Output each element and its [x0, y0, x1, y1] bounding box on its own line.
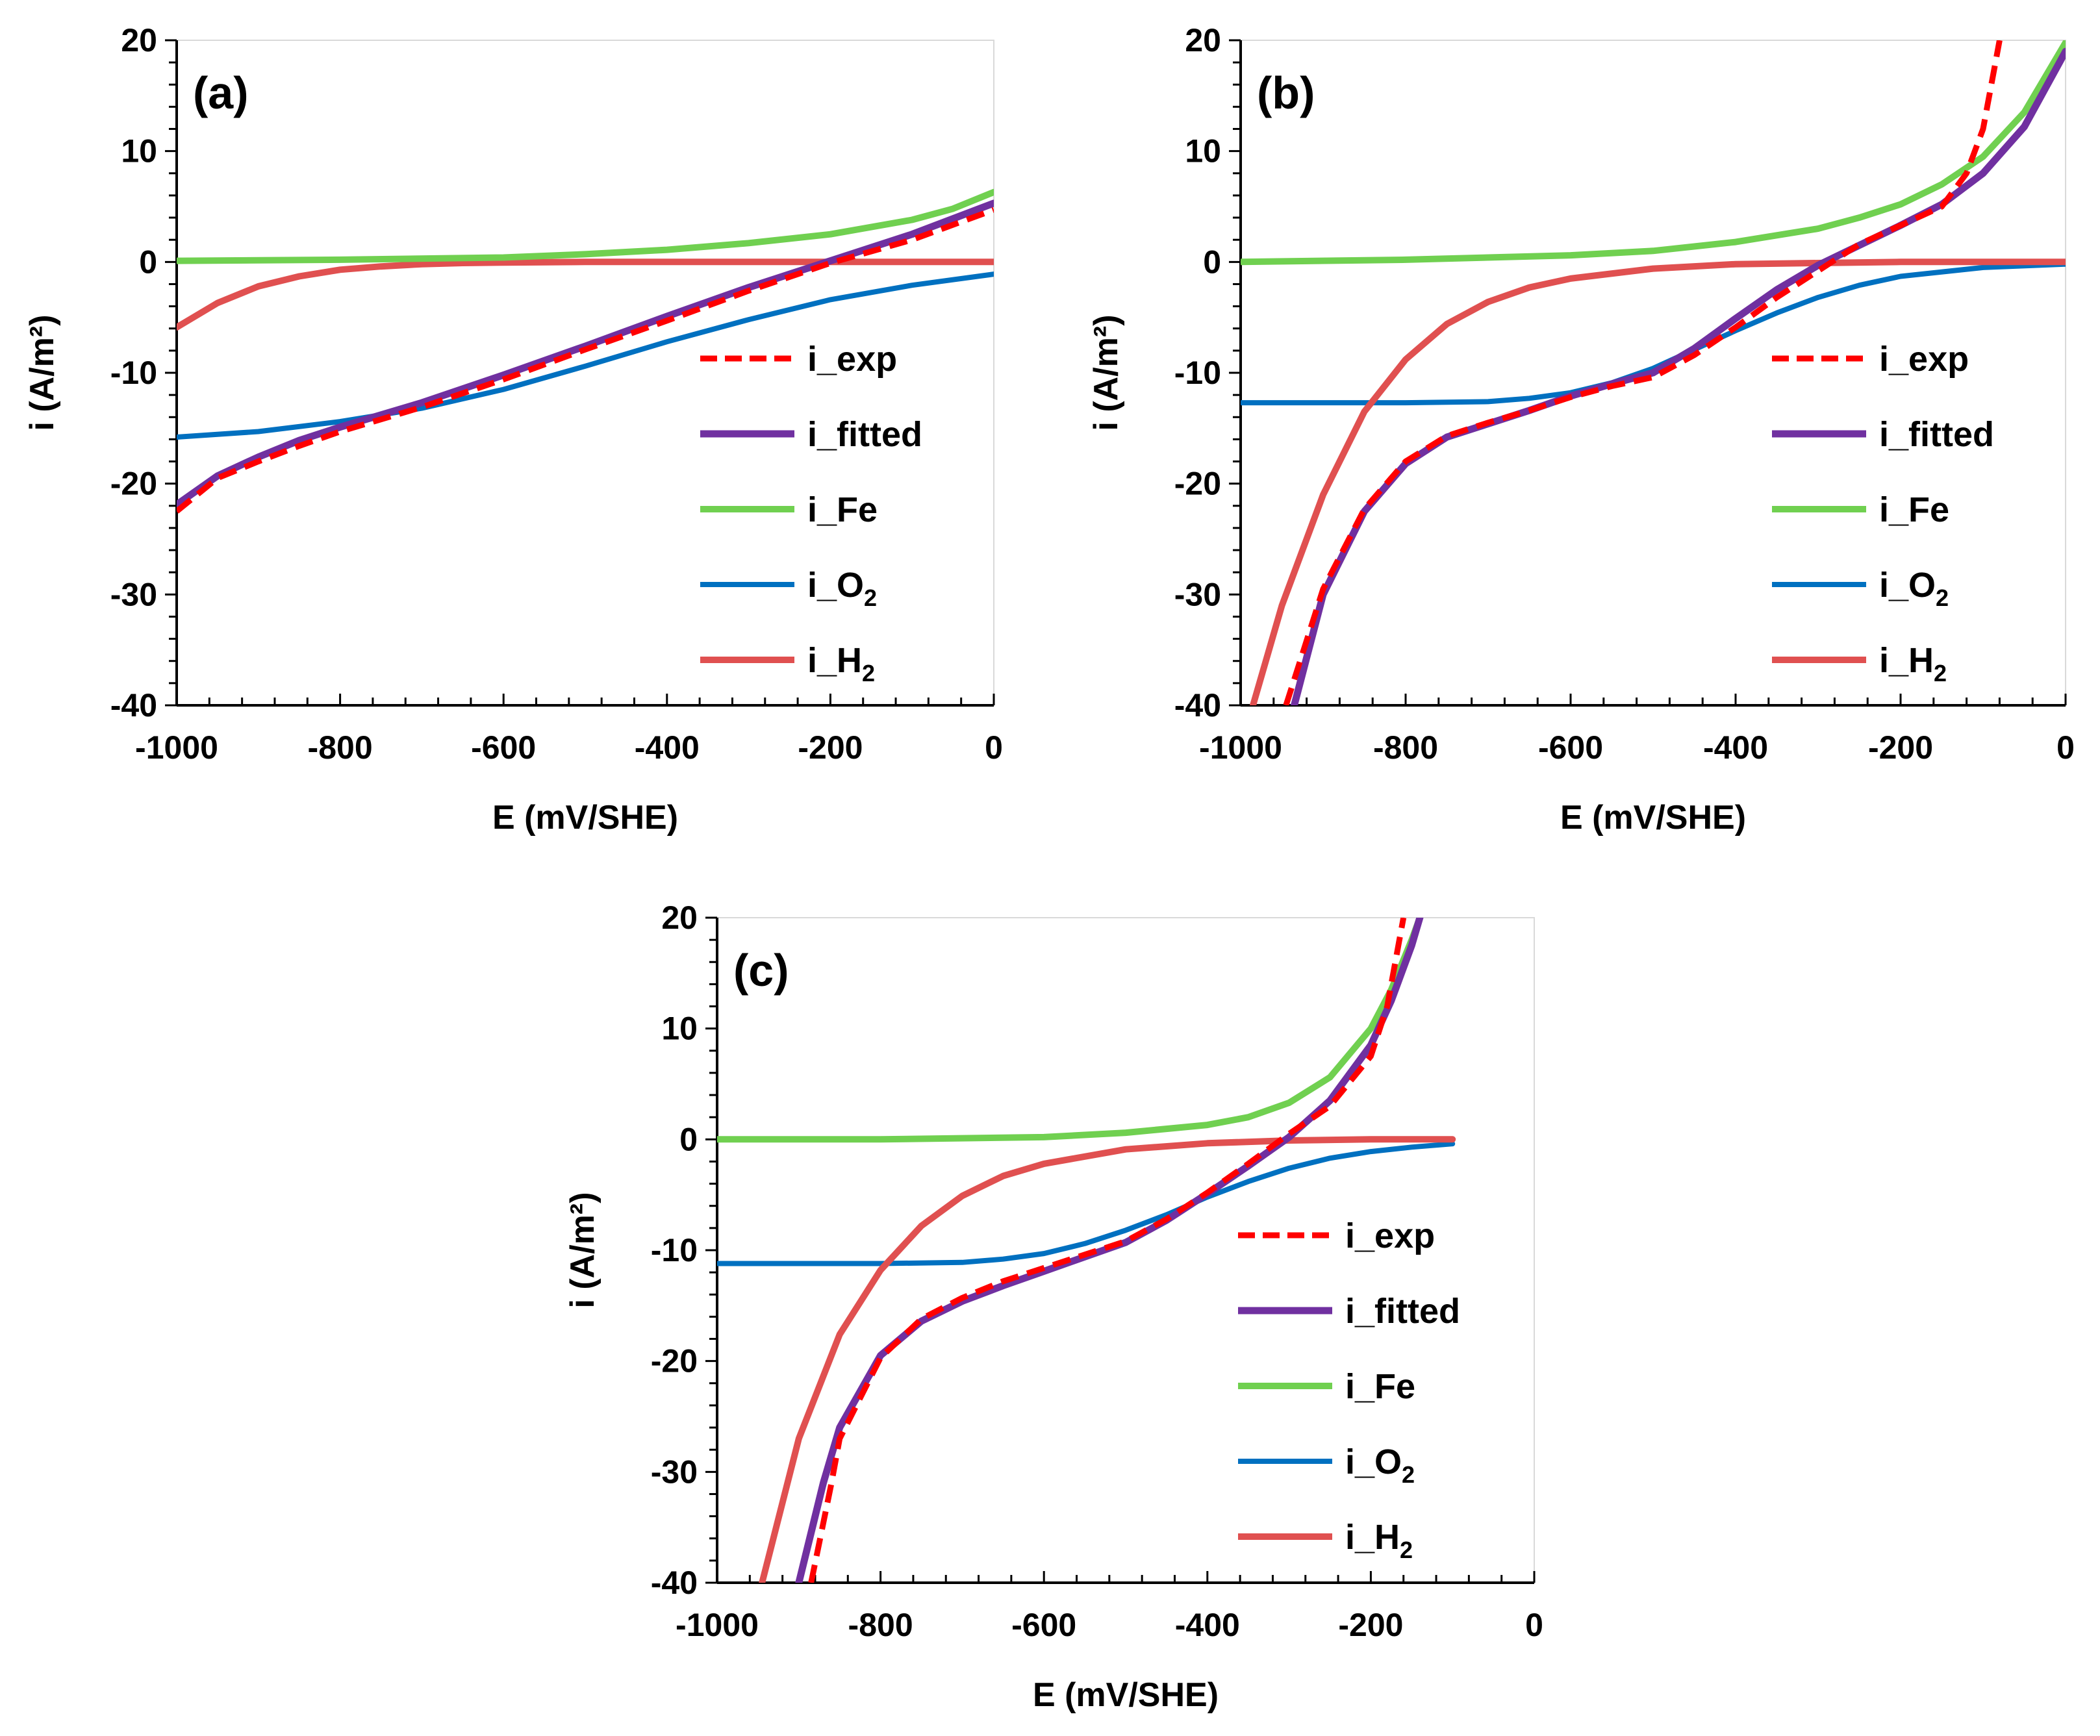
legend-label: i_exp: [807, 340, 897, 379]
panel-label: (a): [193, 68, 249, 118]
y-tick-label: -30: [1174, 576, 1221, 612]
legend-subscript: 2: [1402, 1461, 1415, 1488]
y-tick-label: -40: [1174, 687, 1221, 723]
x-tick-label: 0: [2056, 729, 2075, 766]
legend-label: i_exp: [1879, 340, 1969, 379]
y-axis: 20 10 0 -10 -20 -30 -40: [1174, 22, 1242, 723]
series-line-i-h2: [759, 1136, 1456, 1583]
x-axis-title: E (mV/SHE): [492, 799, 678, 837]
series-group: [177, 188, 994, 514]
y-tick-label: 10: [1185, 133, 1221, 170]
legend-label: i_O2: [1879, 566, 1949, 611]
x-axis-title: E (mV/SHE): [1560, 799, 1746, 837]
y-tick-label: 10: [661, 1011, 698, 1047]
x-axis: -1000 -800 -600 -400 -200 0: [135, 694, 1003, 766]
legend-subscript: 2: [1934, 660, 1947, 686]
series-group: [1241, 40, 2066, 705]
legend-label: i_fitted: [1879, 415, 1994, 454]
y-tick-label: -40: [110, 687, 157, 723]
x-tick-label: -400: [635, 729, 700, 766]
series-line-i-exp: [808, 918, 1407, 1583]
y-tick-label: -20: [651, 1343, 698, 1379]
y-tick-label: 0: [139, 244, 157, 280]
x-tick-label: -800: [848, 1607, 913, 1643]
panel-c: 20 10 0 -10 -20 -30 -40 -1000 -800 -600 -400 -200 0 E…: [564, 899, 1543, 1714]
legend-label: i_H2: [1345, 1518, 1413, 1563]
y-tick-label: 10: [121, 133, 157, 170]
legend-subscript: 2: [1400, 1537, 1413, 1563]
series-line-i-h2: [177, 258, 994, 331]
legend-label: i_Fe: [807, 490, 878, 529]
y-axis-title: i (A/m²): [1087, 314, 1125, 431]
y-tick-label: 20: [1185, 22, 1221, 58]
legend-label: i_exp: [1345, 1216, 1435, 1255]
x-axis-title: E (mV/SHE): [1033, 1676, 1219, 1714]
legend-subscript: 2: [1936, 585, 1949, 611]
x-tick-label: -400: [1175, 1607, 1240, 1643]
y-tick-label: -20: [110, 466, 157, 502]
y-tick-label: 0: [1203, 244, 1221, 280]
legend-label: i_fitted: [807, 415, 922, 454]
y-axis-title: i (A/m²): [23, 314, 61, 431]
series-group: [717, 918, 1456, 1583]
legend-subscript: 2: [862, 660, 875, 686]
x-tick-label: -1000: [135, 729, 218, 766]
y-axis: 20 10 0 -10 -20 -30 -40: [651, 899, 718, 1601]
x-tick-label: -1000: [1199, 729, 1282, 766]
series-line-i-fe: [717, 918, 1423, 1143]
series-line-i-exp: [1283, 40, 2003, 705]
x-axis: -1000 -800 -600 -400 -200 0: [1199, 694, 2075, 766]
x-tick-label: -200: [1338, 1607, 1403, 1643]
y-tick-label: -10: [651, 1232, 698, 1268]
legend-label: i_Fe: [1345, 1367, 1415, 1406]
x-tick-label: -600: [1011, 1607, 1076, 1643]
y-tick-label: 0: [679, 1121, 698, 1157]
y-axis-title: i (A/m²): [564, 1192, 601, 1308]
series-line-i-o2: [177, 271, 994, 440]
series-line-i-o2: [1241, 261, 2066, 406]
legend: i_exp i_fitted i_Fe i_O2 i_H2: [700, 340, 922, 686]
panel-label: (b): [1257, 68, 1315, 118]
legend-label: i_H2: [1879, 641, 1947, 686]
x-tick-label: 0: [985, 729, 1003, 766]
x-tick-label: -400: [1703, 729, 1768, 766]
legend: i_exp i_fitted i_Fe i_O2 i_H2: [1238, 1216, 1460, 1563]
y-tick-label: -10: [1174, 355, 1221, 391]
legend-subscript: 2: [864, 585, 877, 611]
series-line-i-fe: [1241, 40, 2066, 266]
series-line-i-exp: [177, 207, 994, 514]
series-line-i-o2: [717, 1141, 1456, 1266]
y-tick-label: -30: [110, 576, 157, 612]
legend-label: i_O2: [1345, 1442, 1415, 1488]
series-line-i-fitted: [795, 918, 1424, 1583]
y-tick-label: -40: [651, 1565, 698, 1601]
x-tick-label: -600: [1538, 729, 1603, 766]
legend-label: i_Fe: [1879, 490, 1949, 529]
legend-label: i_H2: [807, 641, 875, 686]
series-line-i-h2: [1250, 258, 2066, 705]
x-tick-label: -1000: [676, 1607, 759, 1643]
x-tick-label: -800: [1373, 729, 1438, 766]
panel-label: (c): [733, 945, 789, 996]
y-tick-label: -20: [1174, 466, 1221, 502]
x-tick-label: -600: [471, 729, 536, 766]
y-tick-label: -30: [651, 1453, 698, 1490]
x-tick-label: -800: [308, 729, 373, 766]
series-line-i-fitted: [177, 199, 994, 509]
y-tick-label: -10: [110, 355, 157, 391]
panel-a: 20 10 0 -10 -20 -30 -40 -1000 -800 -600 -400 -200 0 E…: [23, 22, 1003, 837]
y-tick-label: 20: [661, 899, 698, 936]
legend-label: i_O2: [807, 566, 877, 611]
y-axis: 20 10 0 -10 -20 -30 -40: [110, 22, 178, 723]
panel-b: 20 10 0 -10 -20 -30 -40 -1000 -800 -600 -400 -200 0 E…: [1087, 22, 2075, 837]
x-tick-label: 0: [1525, 1607, 1543, 1643]
x-axis: -1000 -800 -600 -400 -200 0: [676, 1571, 1543, 1643]
x-tick-label: -200: [798, 729, 863, 766]
series-line-i-fe: [177, 188, 994, 264]
x-tick-label: -200: [1868, 729, 1933, 766]
legend-label: i_fitted: [1345, 1292, 1460, 1331]
legend: i_exp i_fitted i_Fe i_O2 i_H2: [1772, 340, 1994, 686]
y-tick-label: 20: [121, 22, 157, 58]
